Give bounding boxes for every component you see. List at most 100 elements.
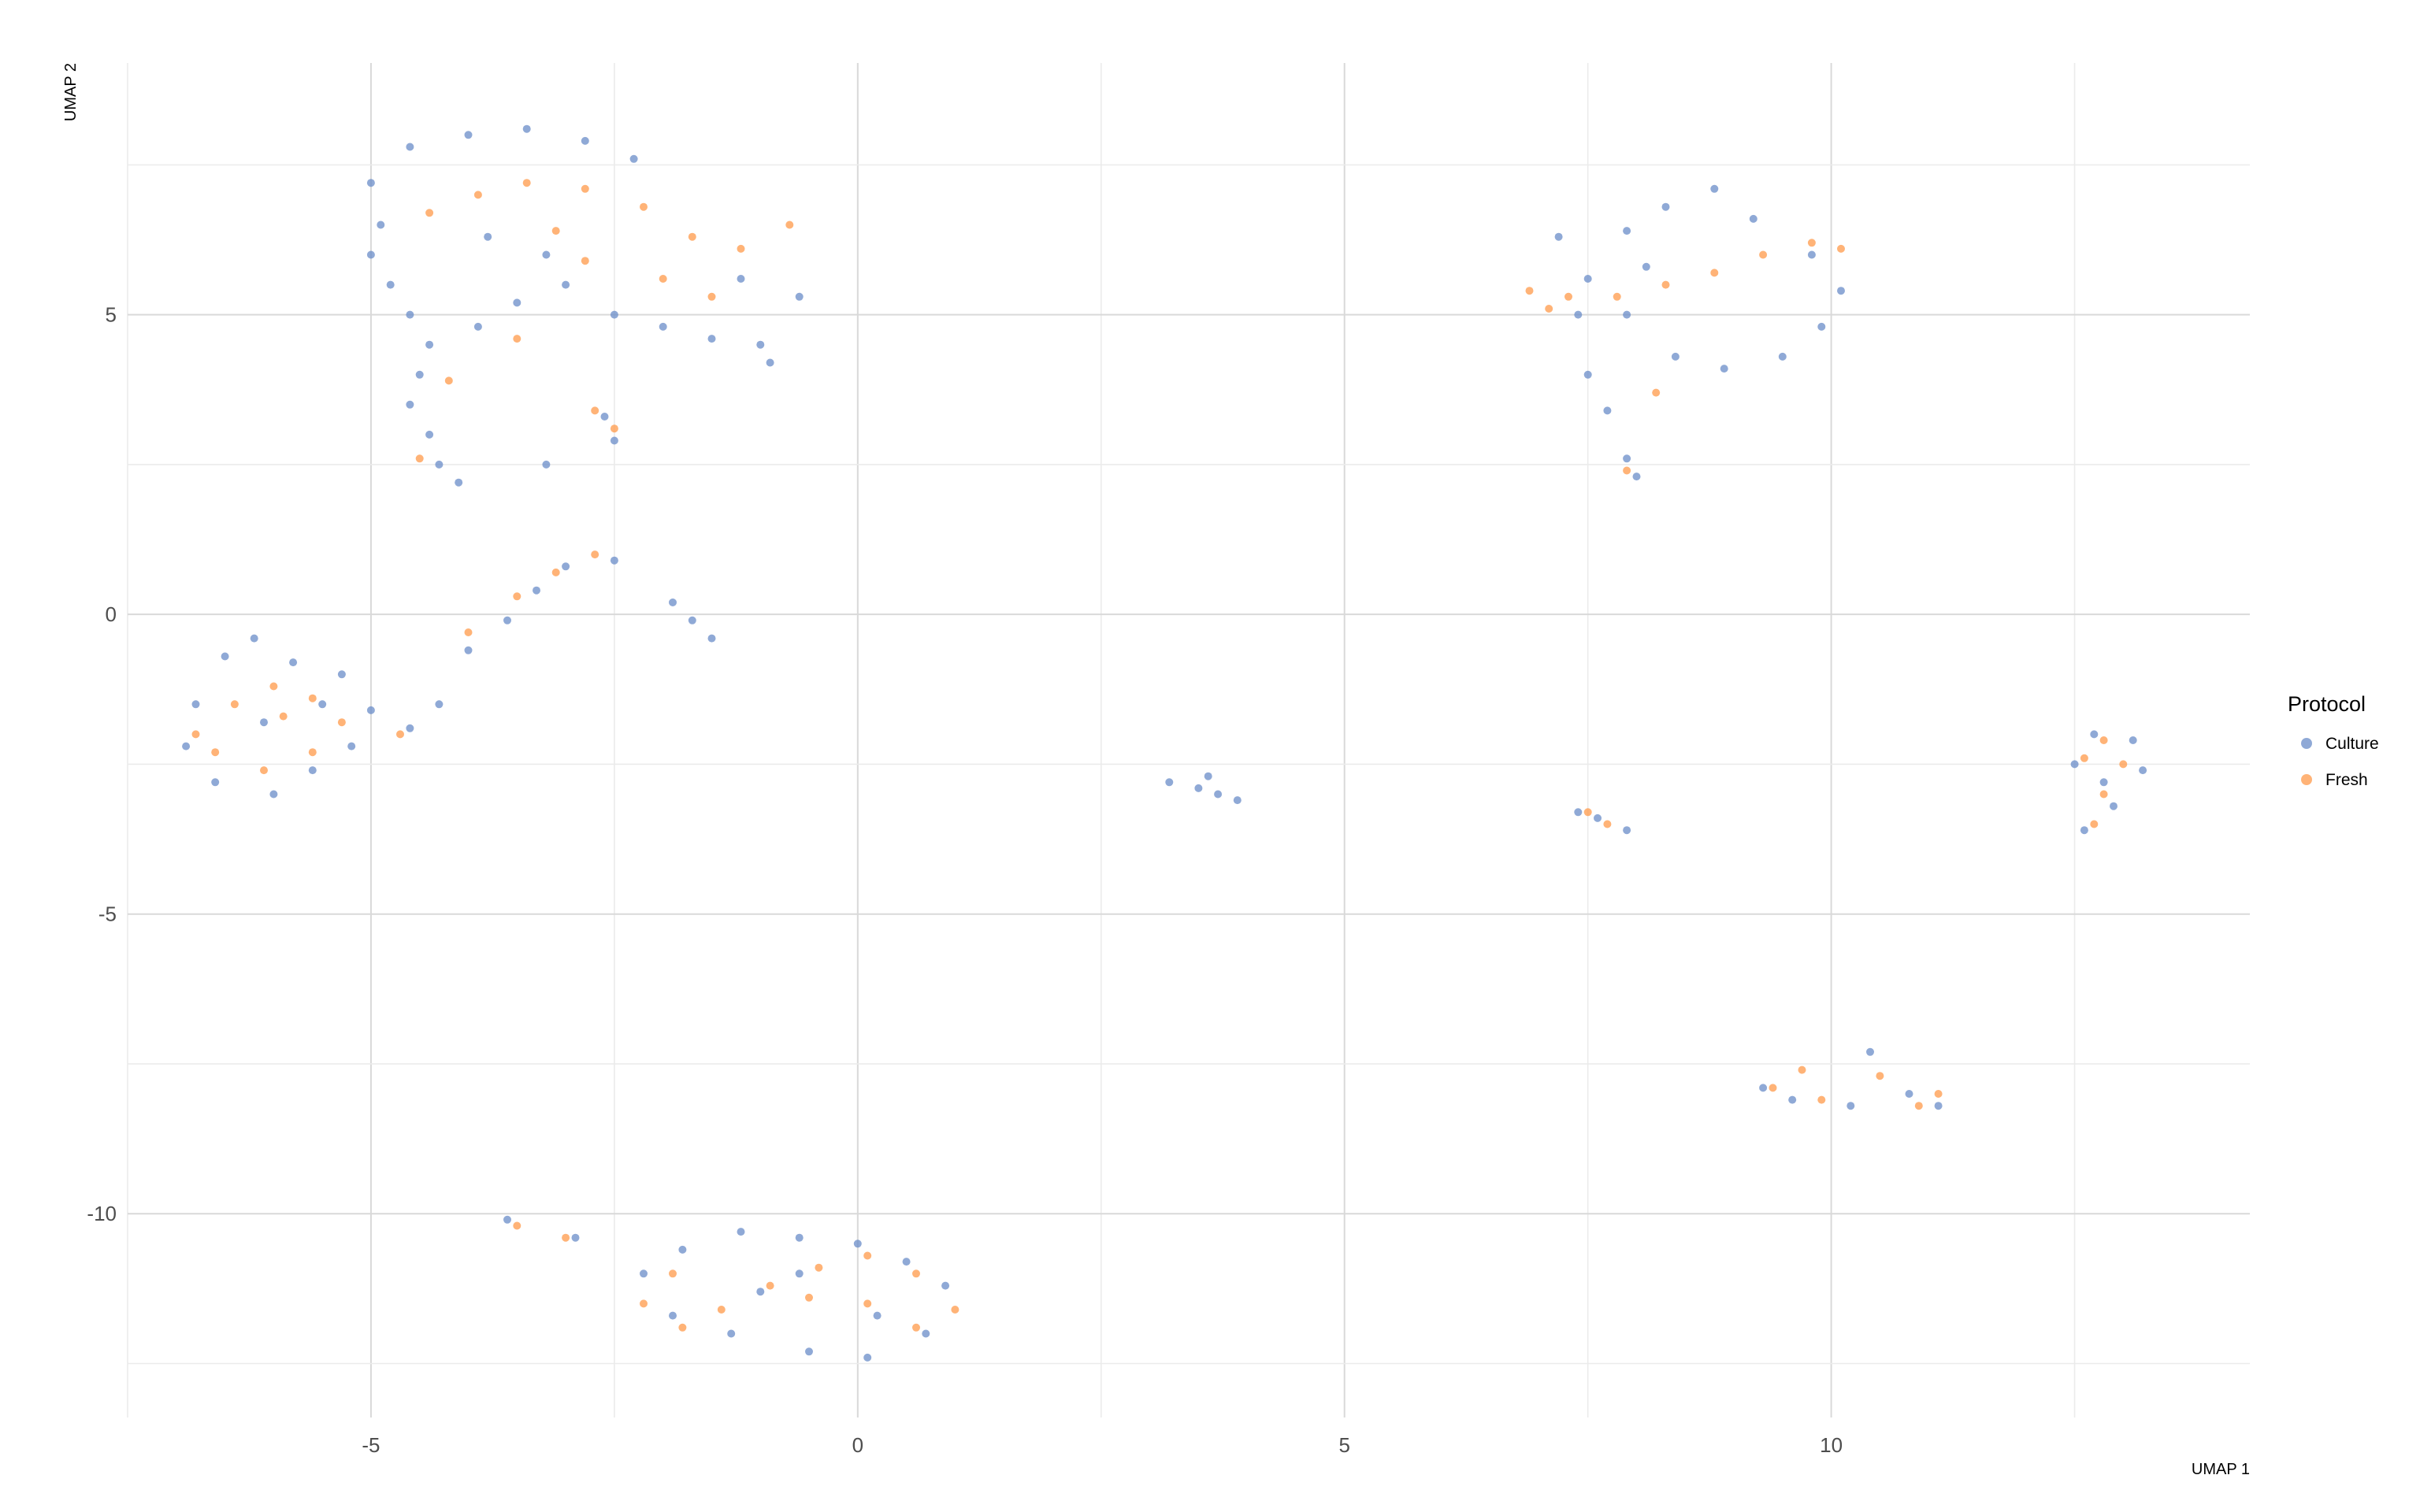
data-point-culture: [337, 670, 346, 679]
data-point-fresh: [591, 406, 599, 415]
data-point-culture: [406, 143, 414, 151]
data-point-fresh: [805, 1293, 813, 1302]
data-point-culture: [640, 1269, 648, 1278]
data-point-culture: [863, 1353, 872, 1362]
data-point-culture: [377, 220, 385, 229]
data-point-fresh: [396, 730, 404, 739]
data-point-culture: [688, 616, 696, 624]
data-point-culture: [571, 1233, 580, 1242]
data-point-fresh: [640, 1299, 648, 1308]
data-point-fresh: [678, 1323, 687, 1332]
data-point-culture: [1204, 772, 1212, 780]
data-point-culture: [1661, 202, 1670, 211]
data-point-culture: [366, 179, 375, 187]
data-point-culture: [1574, 310, 1583, 319]
data-point-fresh: [1769, 1084, 1777, 1092]
data-point-culture: [425, 340, 434, 349]
data-point-culture: [1603, 406, 1612, 415]
data-point-culture: [853, 1240, 862, 1248]
data-point-fresh: [425, 209, 434, 217]
x-axis-title: UMAP 1: [2192, 1461, 2250, 1478]
data-point-fresh: [211, 748, 220, 757]
legend-title: Protocol: [2288, 692, 2366, 716]
data-point-culture: [562, 280, 570, 289]
data-point-fresh: [659, 275, 667, 283]
data-point-culture: [669, 598, 677, 606]
y-tick-label: -5: [98, 902, 117, 926]
data-point-culture: [707, 634, 716, 643]
data-point-culture: [191, 700, 200, 709]
data-point-fresh: [1661, 280, 1670, 289]
x-tick-label: 5: [1338, 1433, 1349, 1457]
data-point-culture: [211, 778, 220, 787]
data-point-fresh: [1759, 250, 1768, 259]
y-axis-ticks: -10 -5 0 5: [87, 303, 117, 1226]
data-point-fresh: [737, 244, 745, 253]
data-point-fresh: [522, 179, 531, 187]
x-axis-ticks: -5 0 5 10: [362, 1433, 1843, 1457]
data-point-culture: [1574, 808, 1583, 817]
legend-key-fresh: [2301, 774, 2312, 785]
data-point-culture: [659, 322, 667, 331]
data-point-fresh: [863, 1251, 872, 1260]
scatter-points: [182, 124, 2147, 1362]
data-point-culture: [610, 310, 618, 319]
data-point-fresh: [815, 1263, 823, 1272]
data-point-culture: [581, 136, 589, 145]
data-point-culture: [1583, 275, 1592, 283]
data-point-fresh: [279, 712, 288, 721]
data-point-culture: [1866, 1047, 1874, 1056]
data-point-culture: [2110, 802, 2118, 810]
data-point-culture: [727, 1329, 736, 1338]
data-point-fresh: [308, 748, 317, 757]
x-tick-label: 10: [1820, 1433, 1843, 1457]
data-point-fresh: [1914, 1102, 1923, 1110]
data-point-culture: [873, 1311, 882, 1320]
data-point-fresh: [1603, 820, 1612, 828]
series-culture: [182, 124, 2147, 1362]
data-point-culture: [1554, 232, 1563, 241]
data-point-culture: [464, 646, 473, 654]
data-point-fresh: [1710, 269, 1719, 277]
data-point-fresh: [1652, 388, 1661, 397]
data-point-culture: [737, 275, 745, 283]
data-point-culture: [678, 1245, 687, 1254]
data-point-fresh: [688, 232, 696, 241]
data-point-fresh: [1798, 1065, 1806, 1074]
data-point-culture: [425, 430, 434, 439]
data-point-culture: [269, 790, 278, 799]
data-point-culture: [805, 1347, 813, 1356]
data-point-fresh: [191, 730, 200, 739]
data-point-fresh: [1837, 244, 1845, 253]
data-point-culture: [318, 700, 327, 709]
data-point-culture: [1583, 370, 1592, 379]
data-point-fresh: [260, 766, 268, 775]
data-point-fresh: [766, 1281, 774, 1290]
data-point-culture: [455, 478, 463, 487]
data-point-fresh: [562, 1233, 570, 1242]
data-point-culture: [484, 232, 492, 241]
data-point-culture: [1778, 352, 1787, 361]
data-point-culture: [766, 358, 774, 367]
data-point-culture: [629, 154, 638, 163]
data-point-culture: [1594, 813, 1602, 822]
data-point-fresh: [640, 202, 648, 211]
data-point-culture: [406, 310, 414, 319]
data-point-culture: [406, 724, 414, 732]
data-point-culture: [669, 1311, 677, 1320]
data-point-culture: [473, 322, 482, 331]
legend-label-culture: Culture: [2325, 735, 2379, 753]
data-point-culture: [2070, 760, 2079, 769]
data-point-fresh: [2099, 790, 2108, 799]
data-point-culture: [756, 340, 765, 349]
data-point-culture: [1905, 1090, 1913, 1098]
data-point-fresh: [1564, 292, 1572, 301]
data-point-culture: [542, 250, 551, 259]
data-point-culture: [2099, 778, 2108, 787]
data-point-culture: [250, 634, 258, 643]
data-point-fresh: [2080, 754, 2088, 762]
data-point-culture: [289, 658, 298, 667]
data-point-culture: [386, 280, 395, 289]
data-point-culture: [347, 742, 356, 750]
